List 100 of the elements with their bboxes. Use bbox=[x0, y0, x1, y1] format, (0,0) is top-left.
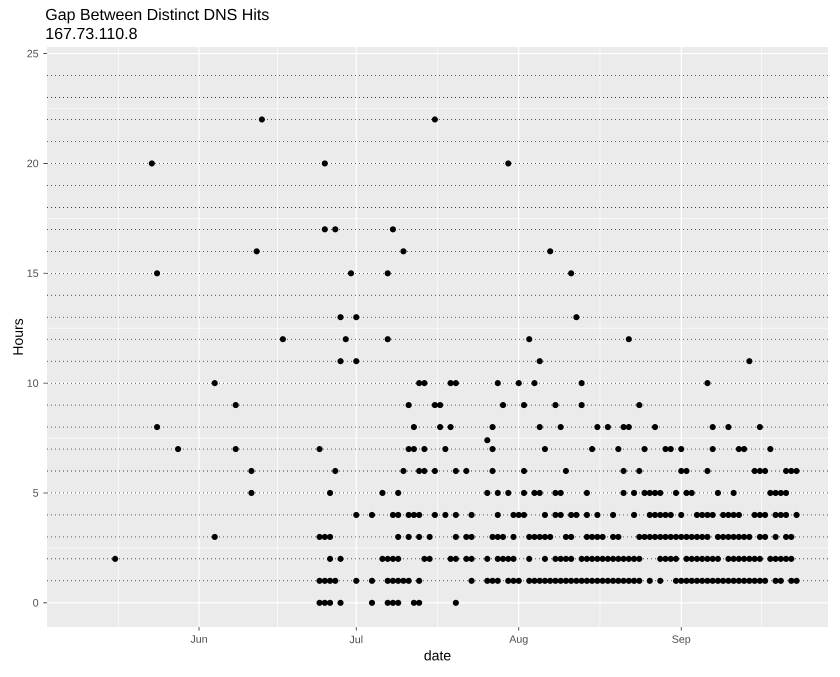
point bbox=[672, 490, 680, 496]
point bbox=[578, 402, 585, 408]
point bbox=[520, 468, 528, 474]
point bbox=[421, 556, 428, 562]
point bbox=[154, 424, 160, 430]
point bbox=[741, 534, 748, 540]
point bbox=[636, 402, 642, 408]
point bbox=[400, 248, 406, 254]
point bbox=[620, 556, 627, 562]
point bbox=[772, 490, 779, 496]
point bbox=[212, 534, 218, 540]
x-tick-label: Aug bbox=[509, 635, 528, 645]
point bbox=[510, 534, 517, 540]
point bbox=[762, 534, 768, 540]
point bbox=[510, 512, 517, 518]
point bbox=[730, 512, 737, 518]
point bbox=[448, 380, 454, 386]
point bbox=[406, 534, 412, 540]
y-tick-label: 0 bbox=[33, 599, 38, 607]
point bbox=[600, 534, 606, 540]
point bbox=[337, 358, 344, 364]
point bbox=[672, 556, 680, 562]
point bbox=[782, 512, 790, 518]
point bbox=[558, 490, 564, 496]
point bbox=[678, 468, 684, 474]
point bbox=[448, 556, 454, 562]
point bbox=[646, 512, 653, 518]
point bbox=[353, 512, 360, 518]
point bbox=[772, 512, 779, 518]
point bbox=[494, 490, 501, 496]
point bbox=[741, 556, 748, 562]
point bbox=[652, 512, 658, 518]
point bbox=[542, 534, 548, 540]
point bbox=[494, 534, 501, 540]
point bbox=[741, 446, 748, 452]
point bbox=[322, 226, 328, 232]
point bbox=[788, 556, 794, 562]
point bbox=[542, 556, 548, 562]
point bbox=[678, 446, 684, 452]
point bbox=[421, 468, 428, 474]
point bbox=[536, 490, 543, 496]
point bbox=[406, 512, 412, 518]
point bbox=[710, 512, 716, 518]
point bbox=[630, 512, 638, 518]
point bbox=[442, 512, 448, 518]
point bbox=[756, 468, 763, 474]
point bbox=[788, 534, 794, 540]
point bbox=[568, 534, 574, 540]
point bbox=[416, 512, 422, 518]
point bbox=[505, 160, 512, 166]
point bbox=[620, 468, 627, 474]
point bbox=[520, 512, 528, 518]
y-tick-label: 5 bbox=[33, 489, 38, 497]
point bbox=[232, 402, 239, 408]
point bbox=[484, 437, 490, 444]
point bbox=[657, 512, 664, 518]
point bbox=[500, 556, 506, 562]
point bbox=[746, 534, 752, 540]
point bbox=[337, 556, 344, 562]
point bbox=[368, 512, 376, 518]
point bbox=[714, 534, 721, 540]
point bbox=[484, 490, 490, 496]
point bbox=[778, 556, 784, 562]
point bbox=[636, 468, 642, 474]
point bbox=[584, 556, 590, 562]
point bbox=[594, 424, 600, 430]
point bbox=[316, 446, 323, 452]
point bbox=[390, 556, 396, 562]
point bbox=[710, 556, 716, 562]
point bbox=[636, 556, 642, 562]
point bbox=[573, 512, 580, 518]
point bbox=[489, 468, 496, 474]
point bbox=[489, 534, 496, 540]
point bbox=[584, 490, 590, 496]
point bbox=[400, 468, 406, 474]
point bbox=[678, 512, 684, 518]
point bbox=[657, 534, 664, 540]
point bbox=[526, 336, 532, 342]
point bbox=[468, 534, 475, 540]
point bbox=[562, 468, 569, 474]
point bbox=[547, 248, 554, 254]
point bbox=[531, 490, 538, 496]
point bbox=[725, 556, 732, 562]
point bbox=[736, 512, 742, 518]
point bbox=[505, 490, 512, 496]
point bbox=[736, 534, 742, 540]
point bbox=[704, 512, 711, 518]
point bbox=[484, 556, 490, 562]
point bbox=[258, 116, 265, 123]
point bbox=[626, 556, 632, 562]
point bbox=[683, 468, 690, 474]
point bbox=[384, 600, 391, 606]
point bbox=[641, 446, 648, 452]
chart-title: Gap Between Distinct DNS Hits bbox=[46, 8, 269, 24]
point bbox=[552, 402, 559, 408]
point bbox=[573, 314, 580, 320]
y-axis-title: Hours bbox=[13, 318, 23, 355]
point bbox=[384, 556, 391, 562]
point bbox=[652, 490, 658, 496]
point bbox=[526, 534, 532, 540]
